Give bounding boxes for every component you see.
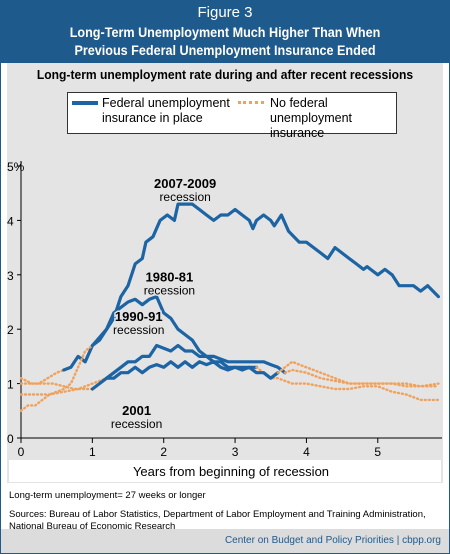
- figure-header: Figure 3 Long-Term Unemployment Much Hig…: [1, 1, 449, 63]
- title-line-2: Previous Federal Unemployment Insurance …: [74, 42, 376, 58]
- legend-swatch-federal-ui: [72, 101, 98, 105]
- footer-credit: Center on Budget and Policy Priorities |…: [224, 535, 441, 546]
- y-tick-label: 5%: [7, 160, 25, 174]
- series-line-federal-ui: [90, 295, 259, 369]
- legend-swatch-no-federal-ui: [238, 101, 264, 104]
- legend-label-no-federal-ui: No federal unemployment insurance: [270, 96, 352, 140]
- series-label-subtitle: recession: [111, 417, 162, 431]
- series-label-subtitle: recession: [113, 323, 164, 337]
- series-line-no-federal-ui: [19, 368, 65, 385]
- y-tick-label: 3: [7, 269, 14, 283]
- series-label-title: 1980-81: [146, 269, 194, 284]
- x-axis-label-band: [9, 460, 441, 482]
- series-line-federal-ui: [62, 202, 440, 372]
- series-2007-2009-recession: [19, 202, 440, 385]
- footer-bar: Center on Budget and Policy Priorities |…: [1, 529, 449, 553]
- series-label-title: 2007-2009: [154, 176, 216, 191]
- sources-note: Sources: Bureau of Labor Statistics, Dep…: [9, 509, 426, 532]
- x-tick-label: 2: [160, 445, 167, 459]
- figure-title: Long-Term Unemployment Much Higher Than …: [23, 23, 426, 59]
- chart-title: Long-term unemployment rate during and a…: [36, 67, 414, 82]
- chart-notes: Long-term unemployment= 27 weeks or long…: [9, 490, 445, 533]
- footnote-definition: Long-term unemployment= 27 weeks or long…: [9, 490, 206, 501]
- series-label-subtitle: recession: [159, 190, 210, 204]
- x-axis-label: Years from beginning of recession: [133, 464, 329, 479]
- y-tick-label: 4: [7, 214, 14, 228]
- figure-label: Figure 3: [197, 4, 253, 21]
- x-tick-label: 0: [18, 445, 25, 459]
- chart-legend: Federal unemployment insurance in place …: [67, 92, 397, 140]
- x-tick-label: 4: [303, 445, 310, 459]
- title-line-1: Long-Term Unemployment Much Higher Than …: [69, 24, 381, 40]
- series-1980-81-recession: [19, 295, 440, 412]
- y-tick-label: 1: [7, 378, 14, 392]
- series-line-no-federal-ui: [19, 344, 94, 412]
- y-tick-label: 0: [7, 432, 14, 446]
- y-tick-label: 2: [7, 323, 14, 337]
- x-tick-label: 3: [232, 445, 239, 459]
- series-line-no-federal-ui: [19, 377, 94, 391]
- series-line-no-federal-ui: [19, 377, 108, 396]
- series-label-title: 1990-91: [115, 309, 163, 324]
- x-tick-label: 5: [374, 445, 381, 459]
- series-2001-recession: [19, 360, 440, 391]
- series-label-subtitle: recession: [144, 283, 195, 297]
- series-label-title: 2001: [122, 403, 151, 418]
- series-line-federal-ui: [105, 343, 287, 380]
- series-line-no-federal-ui: [276, 360, 440, 388]
- x-tick-label: 1: [89, 445, 96, 459]
- series-line-federal-ui: [90, 360, 280, 391]
- legend-label-federal-ui: Federal unemployment insurance in place: [102, 96, 230, 125]
- line-chart: 0 1 2 3 4 5% 0 1 2 3 4 5 Years from beginning of rec…: [7, 160, 442, 482]
